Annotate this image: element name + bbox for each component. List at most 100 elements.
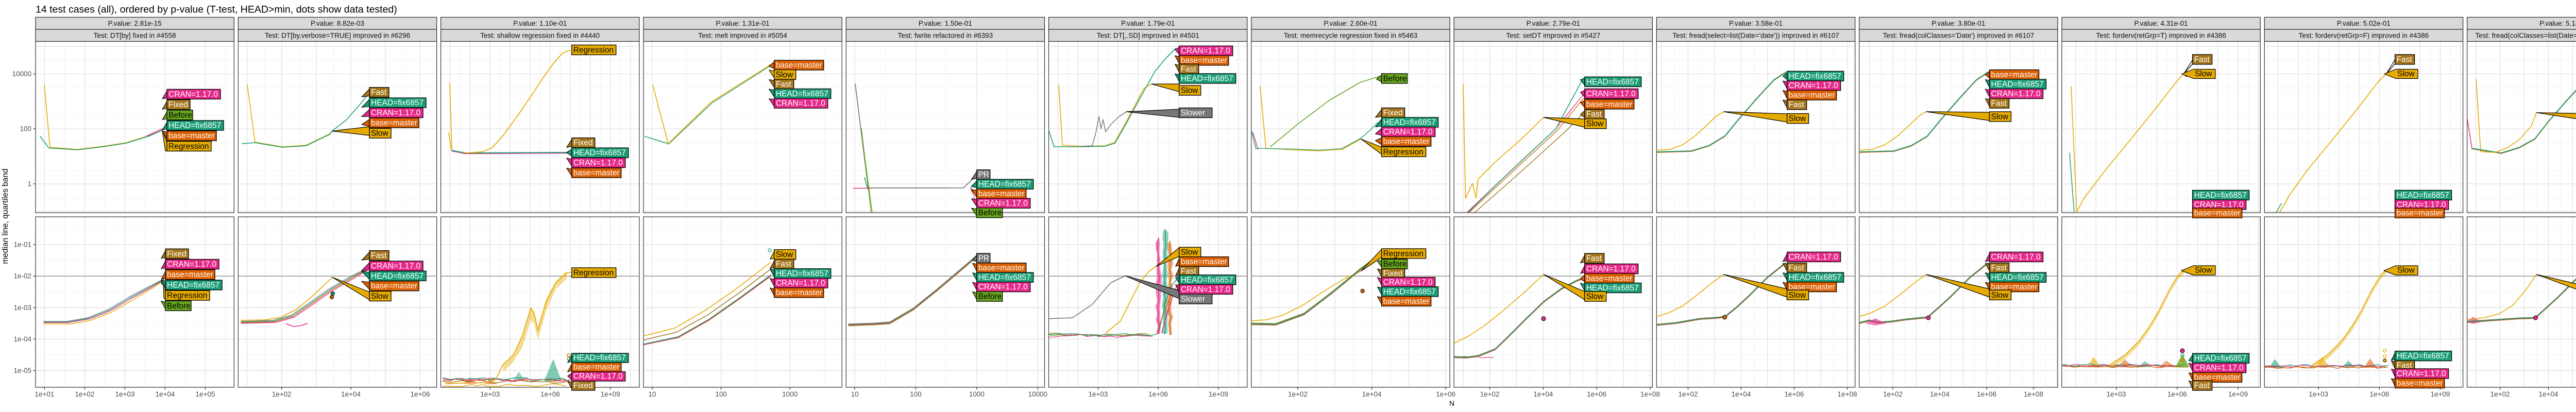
svg-text:Slow: Slow xyxy=(1991,112,2009,121)
svg-text:Test: forderv(retGrp=F) improv: Test: forderv(retGrp=F) improved in #438… xyxy=(2299,32,2429,40)
svg-text:base=master: base=master xyxy=(1383,138,1430,146)
svg-text:CRAN=1.17.0: CRAN=1.17.0 xyxy=(1383,278,1433,287)
svg-text:Fast: Fast xyxy=(1789,264,1805,272)
svg-text:Fast: Fast xyxy=(1991,99,2007,108)
svg-text:CRAN=1.17.0: CRAN=1.17.0 xyxy=(776,99,825,108)
svg-text:10000: 10000 xyxy=(1028,390,1048,398)
svg-text:1e+06: 1e+06 xyxy=(2167,390,2187,398)
svg-text:base=master: base=master xyxy=(1383,297,1430,306)
svg-text:Test: memrecycle regression fi: Test: memrecycle regression fixed in #54… xyxy=(1284,32,1418,40)
svg-text:Test: melt improved in #5054: Test: melt improved in #5054 xyxy=(698,32,787,40)
svg-text:Fast: Fast xyxy=(2397,362,2413,370)
svg-text:base=master: base=master xyxy=(2397,379,2443,388)
svg-text:1e+02: 1e+02 xyxy=(75,390,94,398)
svg-text:1e+03: 1e+03 xyxy=(115,390,134,398)
svg-text:Fixed: Fixed xyxy=(573,382,593,390)
svg-text:Before: Before xyxy=(1383,74,1407,83)
svg-text:base=master: base=master xyxy=(2194,373,2241,382)
svg-text:CRAN=1.17.0: CRAN=1.17.0 xyxy=(1789,81,1838,90)
svg-text:HEAD=fix6857: HEAD=fix6857 xyxy=(776,90,828,98)
svg-text:Regression: Regression xyxy=(167,291,207,300)
svg-text:1e+06: 1e+06 xyxy=(1977,390,1996,398)
svg-text:Slow: Slow xyxy=(776,250,793,259)
svg-text:Regression: Regression xyxy=(573,268,614,277)
svg-text:10: 10 xyxy=(648,390,656,398)
svg-text:HEAD=fix6857: HEAD=fix6857 xyxy=(1383,287,1436,296)
svg-text:Before: Before xyxy=(168,111,192,119)
svg-text:1e+08: 1e+08 xyxy=(1838,390,1857,398)
svg-text:CRAN=1.17.0: CRAN=1.17.0 xyxy=(1586,90,1636,98)
svg-text:Test: fread(colClasses='Date'): Test: fread(colClasses='Date') improved … xyxy=(1883,32,2035,40)
svg-text:base=master: base=master xyxy=(1991,283,2038,291)
svg-text:Before: Before xyxy=(978,293,1002,301)
svg-text:Test: fwrite refactored in #63: Test: fwrite refactored in #6393 xyxy=(898,32,993,40)
svg-text:10: 10 xyxy=(851,390,859,398)
svg-text:1e+04: 1e+04 xyxy=(2538,390,2558,398)
svg-text:10000: 10000 xyxy=(12,70,31,78)
svg-text:HEAD=fix6857: HEAD=fix6857 xyxy=(573,149,626,158)
svg-text:CRAN=1.17.0: CRAN=1.17.0 xyxy=(2397,370,2446,379)
svg-text:Before: Before xyxy=(167,302,191,311)
svg-text:Before: Before xyxy=(978,209,1002,217)
svg-text:1e+01: 1e+01 xyxy=(35,390,54,398)
svg-text:Slow: Slow xyxy=(1586,119,1604,128)
svg-text:1: 1 xyxy=(27,180,31,188)
svg-text:HEAD=fix6857: HEAD=fix6857 xyxy=(1789,273,1841,282)
svg-text:CRAN=1.17.0: CRAN=1.17.0 xyxy=(1181,47,1230,56)
svg-text:HEAD=fix6857: HEAD=fix6857 xyxy=(1586,284,1639,293)
svg-text:Test: shallow regression fixed: Test: shallow regression fixed in #4440 xyxy=(480,32,600,40)
svg-text:HEAD=fix6857: HEAD=fix6857 xyxy=(776,269,828,278)
svg-text:base=master: base=master xyxy=(978,190,1025,198)
svg-text:1e+04: 1e+04 xyxy=(1362,390,1382,398)
svg-text:Fast: Fast xyxy=(371,88,387,97)
svg-text:1e+09: 1e+09 xyxy=(2431,390,2450,398)
svg-text:Fast: Fast xyxy=(776,80,792,89)
svg-text:1e+09: 1e+09 xyxy=(2228,390,2248,398)
svg-text:Fixed: Fixed xyxy=(1383,269,1403,278)
svg-text:Test: fread(colClasses=list(Da: Test: fread(colClasses=list(Date='date')… xyxy=(2476,32,2576,40)
svg-text:Before: Before xyxy=(1383,260,1407,269)
svg-text:Test: DT[by] fixed in #4558: Test: DT[by] fixed in #4558 xyxy=(94,32,176,40)
svg-text:HEAD=fix6857: HEAD=fix6857 xyxy=(978,180,1031,189)
svg-text:Slow: Slow xyxy=(371,292,388,301)
svg-text:Fast: Fast xyxy=(1586,254,1602,263)
svg-text:Fixed: Fixed xyxy=(167,250,187,259)
svg-text:Fast: Fast xyxy=(2194,382,2210,390)
svg-text:1e+02: 1e+02 xyxy=(1480,390,1500,398)
svg-text:1e+06: 1e+06 xyxy=(1785,390,1804,398)
svg-text:1e+06: 1e+06 xyxy=(2369,390,2389,398)
svg-text:100: 100 xyxy=(910,390,922,398)
svg-text:1e+09: 1e+09 xyxy=(601,390,620,398)
svg-text:1e+03: 1e+03 xyxy=(1088,390,1108,398)
svg-text:1e+04: 1e+04 xyxy=(341,390,361,398)
svg-text:1e-05: 1e-05 xyxy=(13,367,31,374)
svg-text:Slow: Slow xyxy=(371,129,388,138)
svg-text:HEAD=fix6857: HEAD=fix6857 xyxy=(1181,74,1233,83)
svg-text:CRAN=1.17.0: CRAN=1.17.0 xyxy=(371,109,420,117)
svg-text:P.value: 1.79e-01: P.value: 1.79e-01 xyxy=(1121,20,1175,27)
svg-text:1e+05: 1e+05 xyxy=(195,390,215,398)
svg-text:Regression: Regression xyxy=(1383,148,1423,157)
svg-text:Slow: Slow xyxy=(2397,266,2415,275)
svg-text:base=master: base=master xyxy=(1789,283,1835,291)
svg-text:1e+03: 1e+03 xyxy=(2309,390,2328,398)
svg-text:Fixed: Fixed xyxy=(168,100,188,109)
svg-text:Fixed: Fixed xyxy=(573,139,593,147)
svg-text:Slow: Slow xyxy=(1181,248,1198,257)
svg-text:CRAN=1.17.0: CRAN=1.17.0 xyxy=(371,262,420,271)
svg-text:Slow: Slow xyxy=(776,71,793,79)
svg-text:Test: setDT improved in #5427: Test: setDT improved in #5427 xyxy=(1506,32,1600,40)
svg-text:1e+06: 1e+06 xyxy=(540,390,560,398)
svg-text:1e+08: 1e+08 xyxy=(2024,390,2043,398)
svg-text:HEAD=fix6857: HEAD=fix6857 xyxy=(168,122,221,130)
svg-text:Test: DT[,.SD] improved in #45: Test: DT[,.SD] improved in #4501 xyxy=(1097,32,1199,40)
svg-text:PR: PR xyxy=(978,254,990,263)
svg-text:Fast: Fast xyxy=(2194,55,2210,64)
svg-text:Fast: Fast xyxy=(1181,267,1197,276)
svg-text:P.value: 3.58e-01: P.value: 3.58e-01 xyxy=(1729,20,1783,27)
svg-text:Slower: Slower xyxy=(1181,295,1205,304)
svg-text:P.value: 1.50e-01: P.value: 1.50e-01 xyxy=(919,20,972,27)
svg-text:CRAN=1.17.0: CRAN=1.17.0 xyxy=(1991,90,2041,98)
svg-text:Regression: Regression xyxy=(573,46,614,55)
svg-text:Fast: Fast xyxy=(776,260,792,269)
